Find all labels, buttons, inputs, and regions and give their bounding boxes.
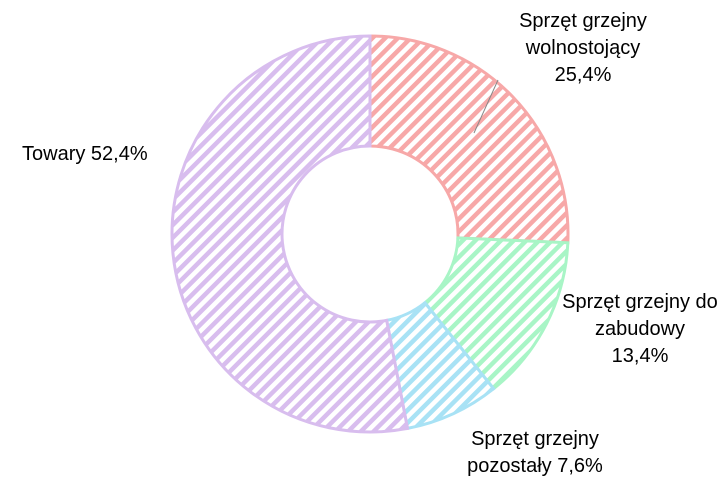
value-label: 25,4% [554, 64, 612, 86]
donut-slice [368, 34, 570, 245]
value-label: 7,6% [557, 455, 603, 477]
category-label: Towary [22, 143, 86, 165]
value-label: 52,4% [90, 143, 148, 165]
category-label: Sprzęt grzejny pozostały [467, 428, 599, 477]
value-label: 13,4% [611, 345, 669, 367]
category-label: Sprzęt grzejny do zabudowy [562, 291, 718, 340]
slice-label: Sprzęt grzejny wolnostojący 25,4% [498, 8, 668, 89]
slice-label: Sprzęt grzejny do zabudowy 13,4% [555, 289, 725, 370]
slice-label: Towary 52,4% [22, 141, 148, 168]
donut-slice [170, 34, 410, 434]
donut-slice [422, 236, 570, 391]
slice-label: Sprzęt grzejny pozostały 7,6% [450, 426, 620, 480]
category-label: Sprzęt grzejny wolnostojący [519, 10, 647, 59]
slices [170, 34, 570, 434]
leader-line [473, 79, 499, 134]
